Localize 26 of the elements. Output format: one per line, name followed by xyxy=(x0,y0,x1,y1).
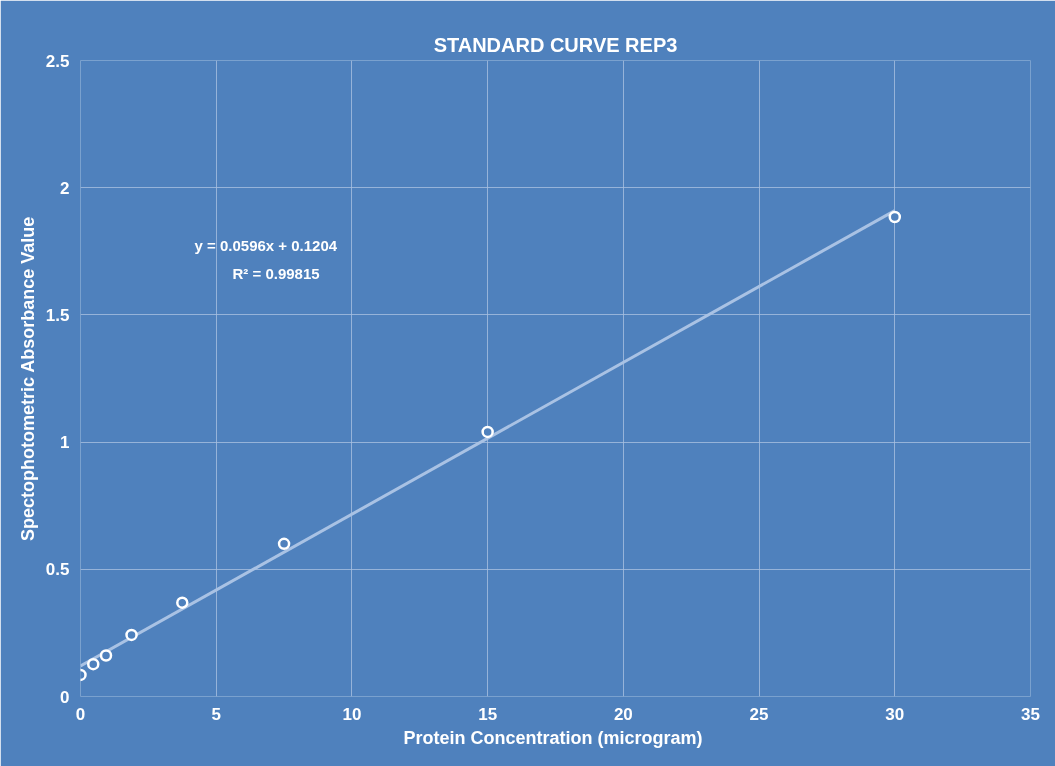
annotation: y = 0.0596x + 0.1204 xyxy=(194,236,338,254)
point xyxy=(125,628,138,642)
y-tick-label: 1 xyxy=(60,433,70,453)
x-tick-label: 15 xyxy=(478,704,498,724)
y-axis-title: Spectophotometric Absorbance Value xyxy=(17,216,38,542)
point xyxy=(87,657,100,671)
y-tick-label: 1.5 xyxy=(45,305,70,325)
x-tick-label: 20 xyxy=(613,704,633,724)
point xyxy=(277,537,291,551)
x-axis-title: Protein Concentration (microgram) xyxy=(403,727,703,748)
annotation: R² = 0.99815 xyxy=(232,264,320,282)
chart-title: STANDARD CURVE REP3 xyxy=(433,33,678,56)
x-tick-label: 30 xyxy=(885,704,905,724)
y-tick-label: 2 xyxy=(60,178,70,198)
x-tick-label: 0 xyxy=(75,704,86,724)
y-tick-label: 0.5 xyxy=(45,560,70,580)
x-tick-label: 35 xyxy=(1021,704,1040,724)
point xyxy=(176,596,189,609)
x-tick-label: 5 xyxy=(211,704,221,724)
point xyxy=(99,649,113,662)
x-tick-label: 10 xyxy=(342,704,362,724)
x-tick-label: 25 xyxy=(749,704,769,724)
point xyxy=(481,425,494,439)
y-tick-label: 0 xyxy=(60,687,70,707)
point xyxy=(888,210,902,224)
y-tick-label: 2.5 xyxy=(45,51,70,71)
